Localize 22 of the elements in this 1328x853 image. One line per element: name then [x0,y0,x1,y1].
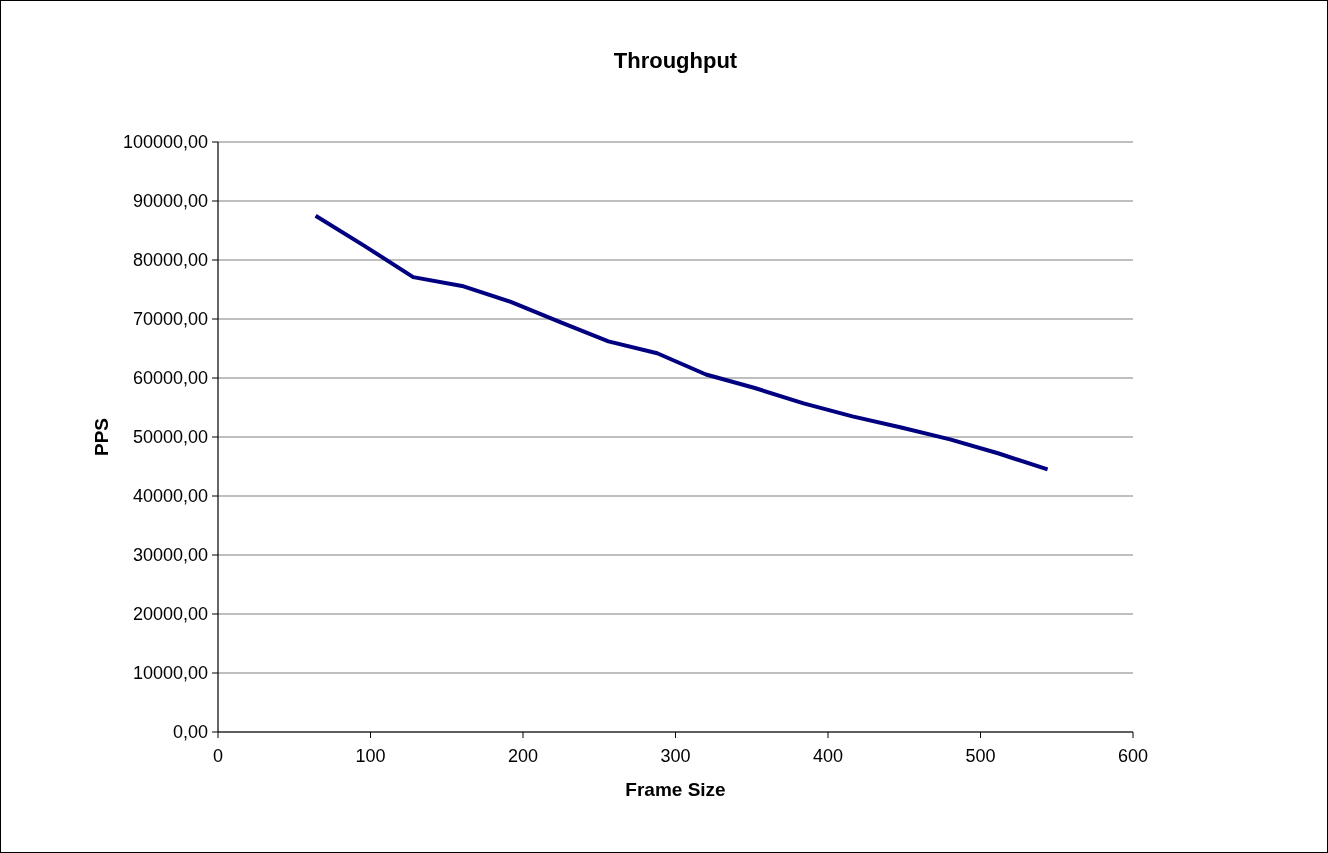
y-tick-label: 0,00 [172,722,208,743]
chart-title: Throughput [613,48,738,73]
y-tick-label: 60000,00 [132,368,208,389]
x-tick-label: 600 [1117,746,1149,766]
y-tick-label: 40000,00 [132,486,208,507]
y-tick-label: 100000,00 [122,132,208,153]
line-series [313,213,1050,472]
x-tick-label: 200 [507,746,539,766]
y-tick-label: 70000,00 [132,309,208,330]
x-tick-label: 500 [965,746,996,766]
y-tick-label: 30000,00 [132,545,208,566]
y-tick-label: 80000,00 [132,250,208,271]
y-tick-label: 50000,00 [132,427,208,448]
y-tick-label: 10000,00 [132,663,208,684]
x-axis-title: Frame Size [625,779,726,800]
y-tick-label: 20000,00 [132,604,208,625]
x-tick-label: 400 [812,746,844,766]
y-tick-label: 90000,00 [132,191,208,212]
y-axis-title: PPS [91,417,112,457]
x-tick-label: 100 [355,746,386,766]
x-tick-label: 0 [212,746,224,766]
x-tick-label: 300 [660,746,691,766]
